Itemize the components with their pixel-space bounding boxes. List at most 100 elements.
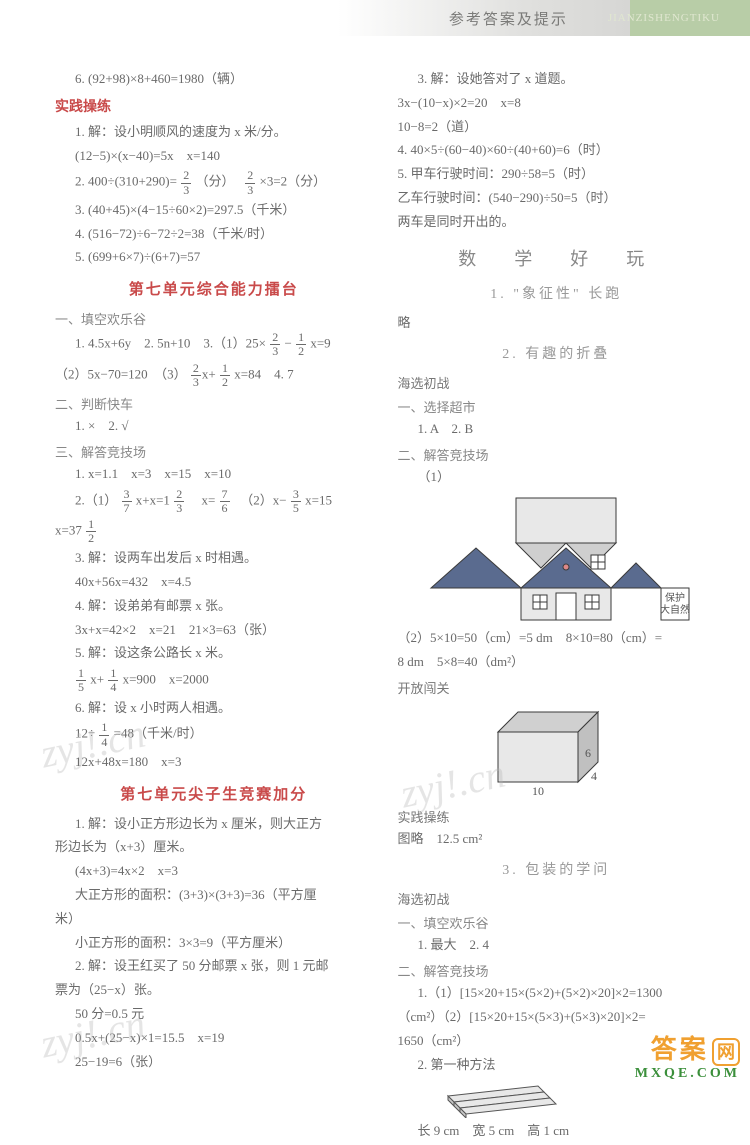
logo-site: MXQE.COM <box>635 1066 740 1082</box>
line: 5. 甲车行驶时间：290÷58=5（时） <box>398 164 716 185</box>
line: 1. × 2. √ <box>55 416 373 437</box>
line: 1. x=1.1 x=3 x=15 x=10 <box>55 464 373 485</box>
text: x+ <box>90 672 104 687</box>
line: 3. 解：设两车出发后 x 时相遇。 <box>55 548 373 569</box>
header-pinyin: JIANZISHENGTIKU <box>608 12 720 24</box>
box-depth-label: 4 <box>591 769 597 783</box>
line: 票为（25−x）张。 <box>55 980 373 1001</box>
line: 12÷ 14 =48（千米/时） <box>55 721 373 748</box>
fraction: 14 <box>99 721 109 748</box>
subsection: 三、解答竞技场 <box>55 442 373 461</box>
text: =48（千米/时） <box>114 726 203 741</box>
text: （分） <box>195 174 241 189</box>
text: （2）5x−70=120 （3） <box>55 366 187 381</box>
line: 15 x+ 14 x=900 x=2000 <box>55 667 373 694</box>
line: 乙车行驶时间：(540−290)÷50=5（时） <box>398 188 716 209</box>
text: 1. 4.5x+6y 2. 5n+10 3.（1）25× <box>75 336 266 351</box>
subsection: 二、解答竞技场 <box>398 961 716 980</box>
bottom-logo: 答案 网 MXQE.COM <box>635 1029 740 1082</box>
text: x=15 <box>305 492 332 507</box>
line: 4. 解：设弟弟有邮票 x 张。 <box>55 596 373 617</box>
line: （2）5×10=50（cm）=5 dm 8×10=80（cm）= <box>398 628 716 649</box>
line: 米） <box>55 909 373 930</box>
line: 长 9 cm 宽 5 cm 高 1 cm <box>398 1121 716 1142</box>
page-body: 6. (92+98)×8+460=1980（辆） 实践操练 1. 解：设小明顺风… <box>0 36 750 1145</box>
fraction: 37 <box>122 488 132 515</box>
line: 略 <box>398 313 716 334</box>
fraction: 23 <box>174 488 184 515</box>
line: 3x+x=42×2 x=21 21×3=63（张） <box>55 620 373 641</box>
subsection: 一、填空欢乐谷 <box>55 309 373 328</box>
line: 形边长为（x+3）厘米。 <box>55 837 373 858</box>
svg-text:保护: 保护 <box>665 591 685 604</box>
fraction: 12 <box>296 331 306 358</box>
line: 1. 解：设小明顺风的速度为 x 米/分。 <box>55 122 373 143</box>
line: 6. 解：设 x 小时两人相遇。 <box>55 698 373 719</box>
line: 小正方形的面积：3×3=9（平方厘米） <box>55 933 373 954</box>
text: x=900 x=2000 <box>123 672 209 687</box>
text: x+x=1 <box>136 492 170 507</box>
line: 1. A 2. B <box>398 419 716 440</box>
fraction: 12 <box>220 362 230 389</box>
line: 50 分=0.5 元 <box>55 1004 373 1025</box>
fun-math-header: 数 学 好 玩 <box>398 245 716 271</box>
right-column: 3. 解：设她答对了 x 道题。 3x−(10−x)×2=20 x=8 10−8… <box>388 66 721 1145</box>
line: 3. (40+45)×(4−15÷60×2)=297.5（千米） <box>55 200 373 221</box>
line: （1） <box>398 467 716 488</box>
text: x=9 <box>310 336 330 351</box>
subsection: 二、判断快车 <box>55 394 373 413</box>
line: 1. 最大 2. 4 <box>398 935 716 956</box>
line: （cm²）（2）[15×20+15×(5×3)+(5×3)×20]×2= <box>398 1007 716 1028</box>
unit7-header: 第七单元综合能力擂台 <box>55 278 373 299</box>
page-header: 参考答案及提示 JIANZISHENGTIKU <box>0 0 750 36</box>
open-header: 开放闯关 <box>398 678 716 697</box>
line: 6. (92+98)×8+460=1980（辆） <box>55 69 373 90</box>
subsection: 二、解答竞技场 <box>398 445 716 464</box>
line: 0.5x+(25−x)×1=15.5 x=19 <box>55 1028 373 1049</box>
line: 3. 解：设她答对了 x 道题。 <box>398 69 716 90</box>
line: 图略 12.5 cm² <box>398 829 716 850</box>
line: 2.（1） 37 x+x=1 23 x= 76 （2）x− 35 x=15 <box>55 488 373 515</box>
sea2-header: 海选初战 <box>398 889 716 908</box>
unit7b-header: 第七单元尖子生竞赛加分 <box>55 783 373 804</box>
practice-header: 实践操练 <box>398 807 716 826</box>
line: 25−19=6（张） <box>55 1052 373 1073</box>
line: 两车是同时开出的。 <box>398 212 716 233</box>
fun-sub1: 1. "象征性" 长跑 <box>398 283 716 303</box>
text: 12÷ <box>75 726 95 741</box>
fraction: 12 <box>86 518 96 545</box>
logo-box: 网 <box>712 1038 740 1066</box>
line: 3x−(10−x)×2=20 x=8 <box>398 93 716 114</box>
line: 1. 解：设小正方形边长为 x 厘米，则大正方 <box>55 814 373 835</box>
line: （2）5x−70=120 （3） 23x+ 12 x=84 4. 7 <box>55 362 373 389</box>
text: x=84 4. 7 <box>234 366 293 381</box>
text: ×3=2（分） <box>259 174 326 189</box>
line: 5. 解：设这条公路长 x 米。 <box>55 643 373 664</box>
house-diagram: 保护 大自然 <box>421 493 691 623</box>
line: (4x+3)=4x×2 x=3 <box>55 861 373 882</box>
line: 2. 解：设王红买了 50 分邮票 x 张，则 1 元邮 <box>55 956 373 977</box>
strips-diagram <box>438 1078 568 1118</box>
line: 8 dm 5×8=40（dm²） <box>398 652 716 673</box>
fraction: 76 <box>220 488 230 515</box>
text: x=37 <box>55 523 82 538</box>
fraction: 35 <box>291 488 301 515</box>
text: 2. 400÷(310+290)= <box>75 174 177 189</box>
box-3d-diagram: 10 4 6 <box>478 702 628 802</box>
left-column: 6. (92+98)×8+460=1980（辆） 实践操练 1. 解：设小明顺风… <box>55 66 388 1145</box>
fraction: 23 <box>245 169 255 196</box>
line: 12x+48x=180 x=3 <box>55 752 373 773</box>
line: 2. 400÷(310+290)= 23 （分） 23 ×3=2（分） <box>55 169 373 196</box>
text: （2）x− <box>234 492 287 507</box>
line: 4. (516−72)÷6−72÷2=38（千米/时） <box>55 224 373 245</box>
line: 1.（1）[15×20+15×(5×2)+(5×2)×20]×2=1300 <box>398 983 716 1004</box>
line: 1. 4.5x+6y 2. 5n+10 3.（1）25× 23 − 12 x=9 <box>55 331 373 358</box>
header-title: 参考答案及提示 <box>449 8 568 29</box>
sea-header: 海选初战 <box>398 373 716 392</box>
fun-sub3: 3. 包装的学问 <box>398 859 716 879</box>
box-height-label: 6 <box>585 746 591 760</box>
svg-text:大自然: 大自然 <box>660 603 690 616</box>
line: 5. (699+6×7)÷(6+7)=57 <box>55 247 373 268</box>
fraction: 14 <box>108 667 118 694</box>
fraction: 23 <box>191 362 201 389</box>
